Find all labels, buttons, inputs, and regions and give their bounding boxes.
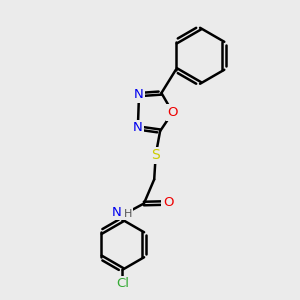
Text: Cl: Cl — [116, 278, 129, 290]
Text: O: O — [167, 106, 178, 119]
Text: N: N — [112, 206, 122, 219]
Text: N: N — [133, 122, 143, 134]
Text: O: O — [163, 196, 173, 209]
Text: S: S — [151, 148, 160, 162]
Text: N: N — [134, 88, 144, 101]
Text: H: H — [124, 209, 132, 219]
